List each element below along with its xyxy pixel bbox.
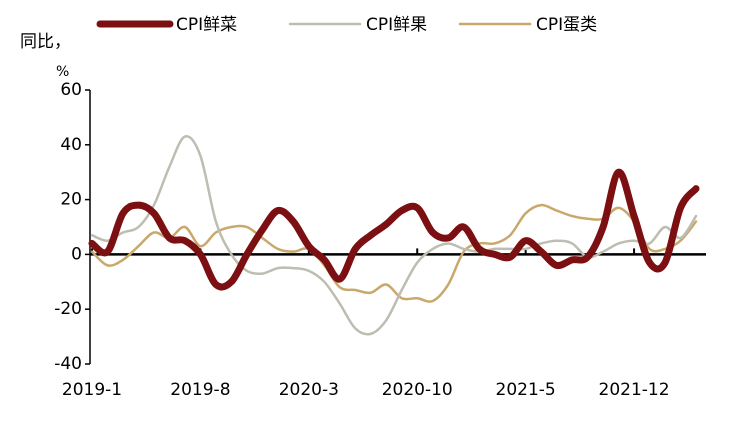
x-tick-label: 2020-10 xyxy=(382,380,453,400)
y-tick-label: 60 xyxy=(60,80,82,100)
y-tick-label: -40 xyxy=(54,354,82,374)
legend-label: CPI蛋类 xyxy=(536,15,597,35)
y-tick-label: 20 xyxy=(60,190,82,210)
series-line xyxy=(88,168,700,291)
y-tick-label: 40 xyxy=(60,135,82,155)
legend-label: CPI鲜菜 xyxy=(176,15,237,35)
series-line xyxy=(90,203,698,303)
x-tick-label: 2021-12 xyxy=(599,380,670,400)
x-tick-label: 2020-3 xyxy=(279,380,339,400)
x-tick-label: 2019-8 xyxy=(170,380,230,400)
y-tick-label: 0 xyxy=(71,244,82,264)
legend-label: CPI鲜果 xyxy=(366,15,427,35)
series-line xyxy=(90,135,698,336)
y-axis-label: 同比， xyxy=(20,32,71,52)
y-axis-unit: % xyxy=(56,64,69,80)
x-tick-label: 2019-1 xyxy=(62,380,122,400)
x-tick-label: 2021-5 xyxy=(496,380,556,400)
y-tick-label: -20 xyxy=(54,299,82,319)
